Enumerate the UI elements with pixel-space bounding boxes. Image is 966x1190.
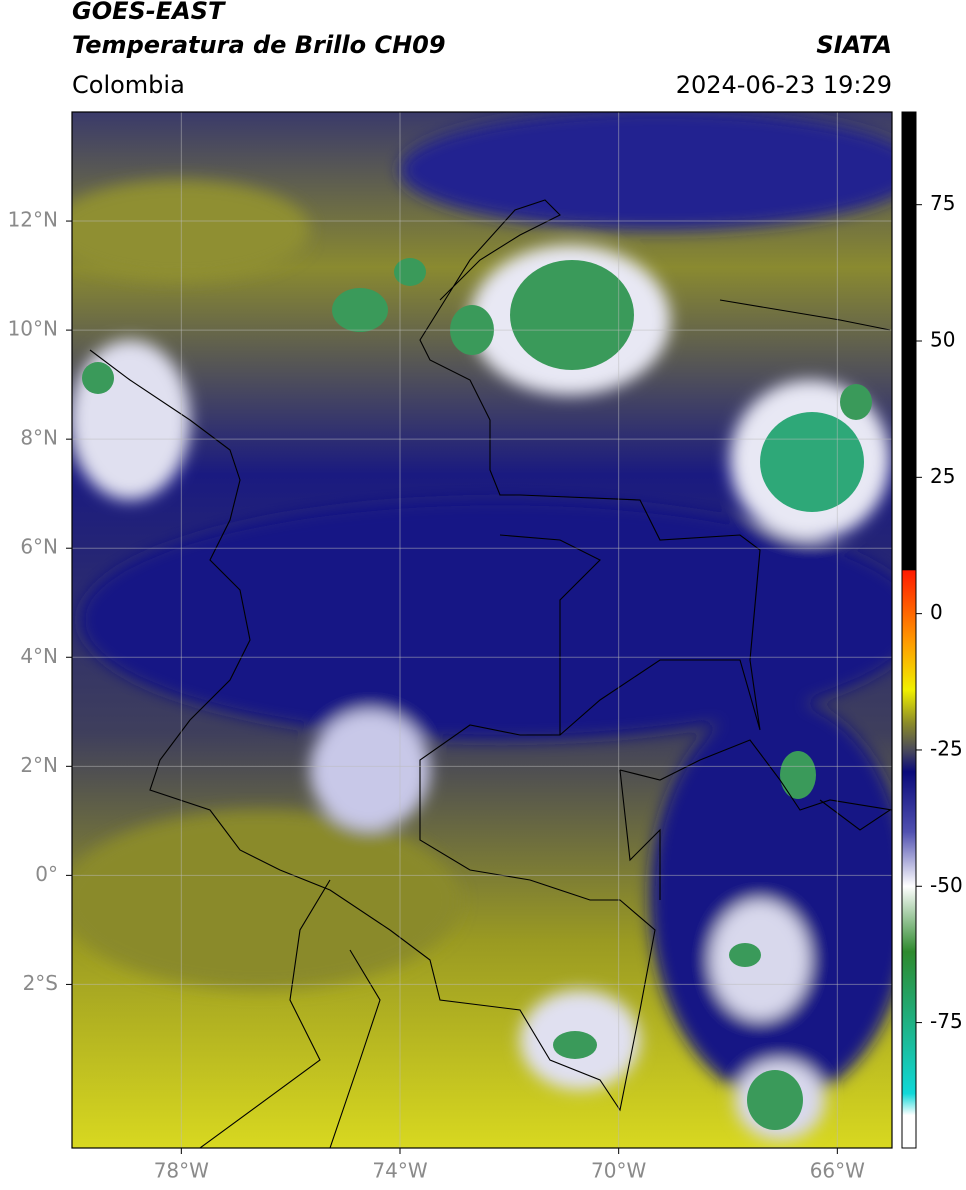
x-tick-label: 66°W xyxy=(810,1159,865,1183)
colorbar-tick-label: -50 xyxy=(930,873,963,897)
region: Colombia xyxy=(72,71,185,99)
y-tick-label: 6°N xyxy=(20,535,58,559)
y-tick-label: 2°N xyxy=(20,753,58,777)
colorbar-tick-label: 50 xyxy=(930,328,955,352)
colorbar-tick-label: -25 xyxy=(930,736,963,760)
x-tick-label: 74°W xyxy=(372,1159,427,1183)
colorbar xyxy=(901,111,917,1149)
colorbar-tick-label: 0 xyxy=(930,600,943,624)
map-frame xyxy=(71,111,893,1149)
x-tick-label: 78°W xyxy=(154,1159,209,1183)
agency: SIATA xyxy=(816,31,892,59)
y-tick-label: 12°N xyxy=(8,208,58,232)
colorbar-tick-label: -75 xyxy=(930,1009,963,1033)
title: GOES-EAST xyxy=(72,0,226,25)
y-tick-label: 2°S xyxy=(23,971,58,995)
y-tick-label: 8°N xyxy=(20,426,58,450)
y-tick-label: 10°N xyxy=(8,317,58,341)
datetime: 2024-06-23 19:29 xyxy=(676,71,892,99)
colorbar-tick-label: 75 xyxy=(930,191,955,215)
y-tick-label: 4°N xyxy=(20,644,58,668)
x-tick-label: 70°W xyxy=(591,1159,646,1183)
colorbar-tick-label: 25 xyxy=(930,464,955,488)
satellite-image xyxy=(72,112,892,1148)
y-tick-label: 0° xyxy=(35,862,58,886)
subtitle: Temperatura de Brillo CH09 xyxy=(72,31,446,59)
